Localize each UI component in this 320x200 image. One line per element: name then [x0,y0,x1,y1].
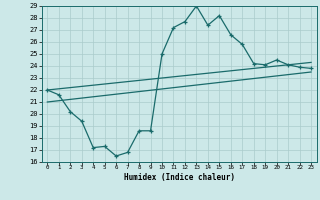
X-axis label: Humidex (Indice chaleur): Humidex (Indice chaleur) [124,173,235,182]
